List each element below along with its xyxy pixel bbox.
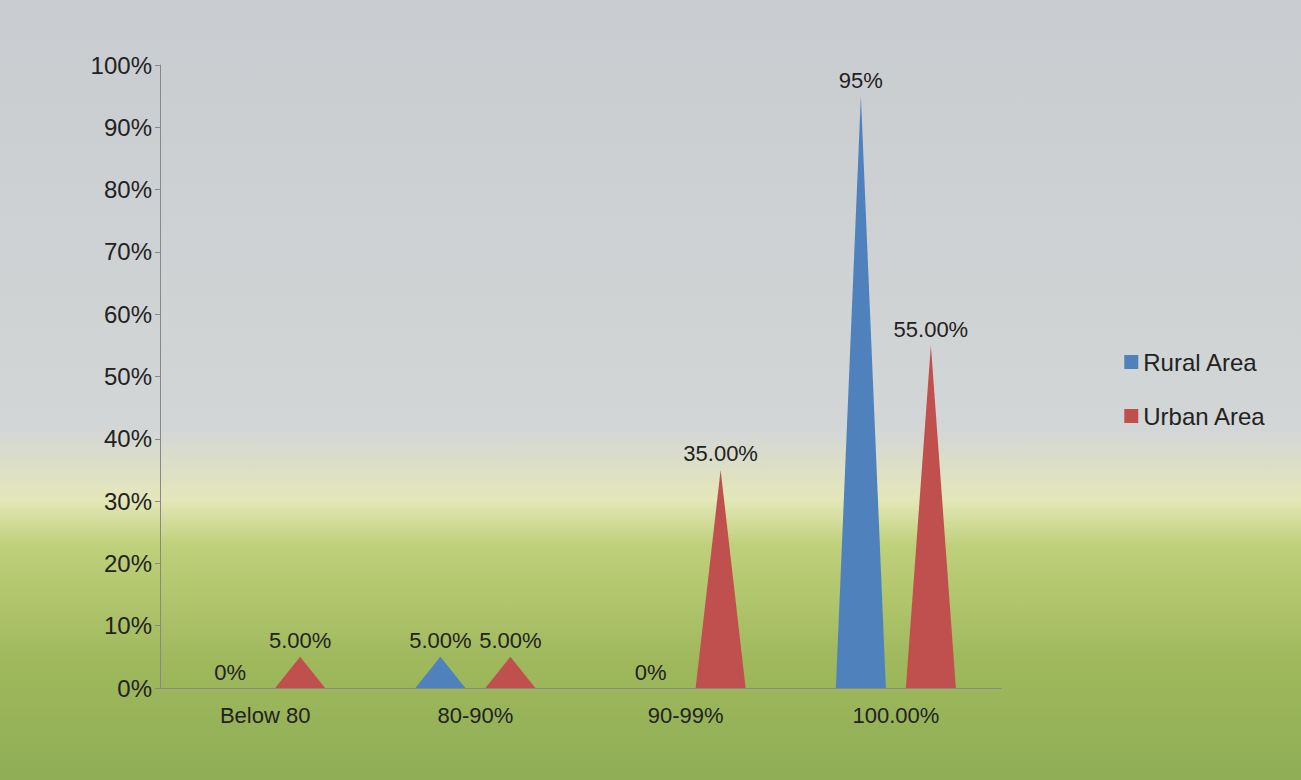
svg-text:90%: 90% [104, 114, 152, 141]
svg-text:20%: 20% [104, 550, 152, 577]
svg-text:50%: 50% [104, 363, 152, 390]
svg-text:0%: 0% [214, 660, 246, 685]
svg-text:5.00%: 5.00% [409, 628, 471, 653]
svg-text:Urban Area: Urban Area [1143, 403, 1265, 430]
svg-text:30%: 30% [104, 488, 152, 515]
svg-text:100%: 100% [91, 52, 152, 79]
svg-text:10%: 10% [104, 612, 152, 639]
svg-text:40%: 40% [104, 425, 152, 452]
svg-text:Below 80: Below 80 [220, 703, 311, 728]
svg-text:80-90%: 80-90% [437, 703, 513, 728]
svg-text:5.00%: 5.00% [269, 628, 331, 653]
svg-text:60%: 60% [104, 301, 152, 328]
svg-text:55.00%: 55.00% [894, 317, 969, 342]
svg-text:95%: 95% [839, 68, 883, 93]
svg-text:0%: 0% [117, 675, 152, 702]
svg-text:35.00%: 35.00% [683, 441, 758, 466]
svg-text:0%: 0% [635, 660, 667, 685]
svg-text:90-99%: 90-99% [648, 703, 724, 728]
svg-text:5.00%: 5.00% [479, 628, 541, 653]
svg-text:70%: 70% [104, 238, 152, 265]
svg-text:100.00%: 100.00% [852, 703, 939, 728]
svg-text:Rural Area: Rural Area [1143, 349, 1257, 376]
svg-text:80%: 80% [104, 176, 152, 203]
